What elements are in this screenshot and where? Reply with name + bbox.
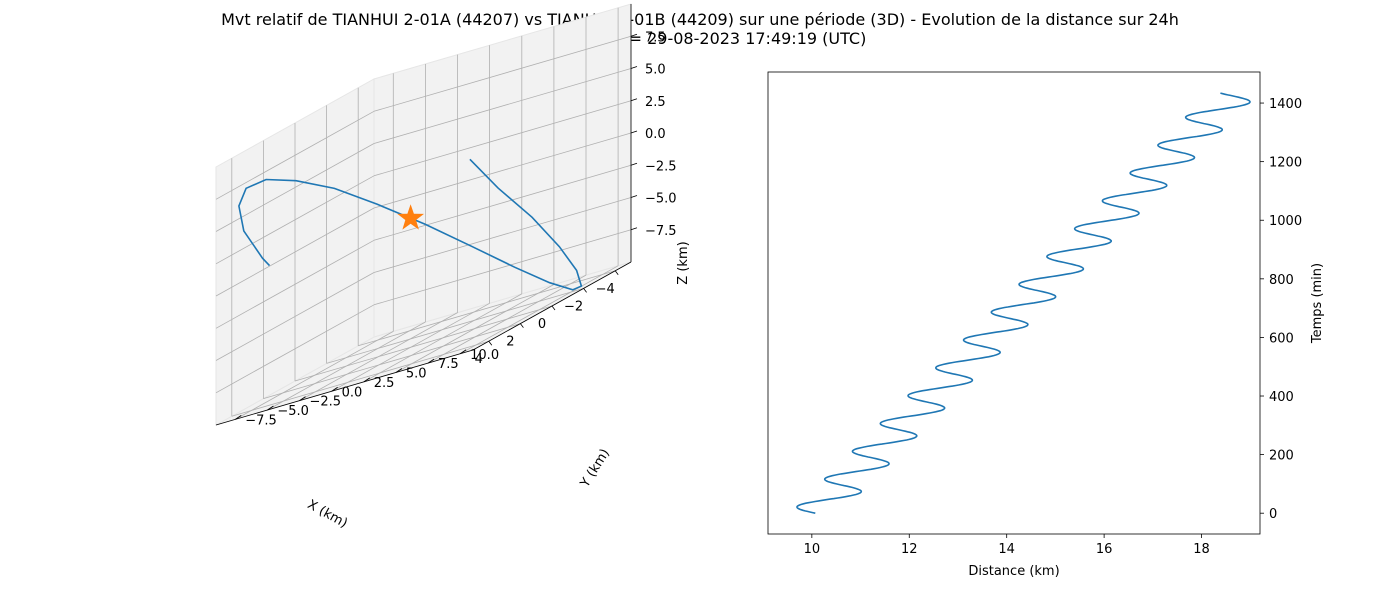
grid-line	[215, 175, 375, 265]
y-tick-label: 600	[1269, 331, 1294, 346]
grid-line	[294, 305, 553, 382]
x-tick	[614, 270, 619, 276]
tick-label: 7.5	[438, 357, 459, 372]
z-tick	[630, 162, 638, 166]
grid-line	[373, 35, 632, 112]
y-tick-label: 0	[1269, 507, 1277, 522]
target-star-marker	[397, 204, 424, 230]
y-tick	[363, 377, 370, 383]
plot-frame	[767, 71, 1261, 535]
tick-label: 0.0	[645, 127, 666, 142]
y-tick-label: 800	[1269, 273, 1294, 288]
grid-line	[215, 239, 375, 329]
z-tick	[630, 33, 638, 37]
y-tick-label: 1000	[1269, 214, 1302, 229]
y-tick	[459, 349, 467, 355]
series-relative-orbit	[238, 158, 583, 291]
grid-line	[373, 197, 632, 273]
grid-line	[235, 331, 394, 420]
tick-label: 0.0	[342, 385, 363, 400]
tick-label: −5.0	[645, 192, 677, 207]
x-tick-label: 18	[1193, 542, 1210, 557]
grid-line	[326, 288, 584, 364]
grid-line	[363, 293, 522, 383]
y-tick-label: 1400	[1269, 97, 1302, 112]
tick-label: −2.5	[310, 395, 342, 410]
grid-line	[231, 340, 489, 417]
series-distance	[796, 92, 1251, 514]
x-tick	[520, 323, 524, 328]
tick-label: 2	[506, 335, 514, 350]
grid-line	[215, 272, 375, 361]
y-tick	[331, 386, 338, 392]
grid-line	[215, 207, 375, 297]
tick-label: 0	[538, 317, 546, 332]
grid-line	[215, 110, 375, 200]
z-tick	[630, 227, 638, 231]
plot-3d-orbit: −4−2024−7.5−5.0−2.50.02.55.07.510.07.55.…	[215, 3, 691, 531]
grid-line	[299, 312, 458, 401]
tick-label: −7.5	[245, 413, 277, 428]
grid-line	[373, 132, 632, 209]
grid-line	[267, 321, 426, 411]
tick-label: −2.5	[645, 159, 677, 174]
z-axis-label: Z (km)	[676, 241, 691, 284]
x-axis-label: Distance (km)	[968, 564, 1059, 579]
title-line-1: Mvt relatif de TIANHUI 2-01A (44207) vs …	[221, 10, 1179, 29]
y-tick	[427, 358, 435, 364]
y-tick	[267, 405, 274, 411]
grid-line	[395, 284, 555, 373]
z-tick	[630, 98, 638, 102]
y-tick	[235, 415, 242, 420]
tick-label: 10.0	[470, 348, 499, 363]
z-tick	[630, 130, 638, 134]
x-tick-label: 16	[1096, 542, 1113, 557]
grid-line	[215, 304, 375, 394]
grid-line	[373, 100, 632, 177]
tick-label: 5.0	[406, 367, 427, 382]
grid-line	[373, 68, 632, 144]
y-axis-label: Temps (min)	[1310, 263, 1325, 344]
tick-label: −4	[596, 282, 615, 297]
x-tick-label: 10	[804, 542, 821, 557]
tick-label: 5.0	[645, 63, 666, 78]
x-tick	[583, 288, 587, 293]
x-tick	[551, 305, 556, 311]
y-tick-label: 400	[1269, 390, 1294, 405]
tick-label: −2	[564, 299, 583, 314]
y-axis-label: Y (km)	[577, 446, 613, 491]
tick-label: 7.5	[645, 30, 666, 45]
z-tick	[630, 195, 638, 198]
y-tick-label: 200	[1269, 449, 1294, 464]
grid-line	[263, 323, 521, 399]
y-tick	[299, 396, 306, 401]
grid-line	[427, 274, 587, 364]
x-tick	[488, 340, 493, 346]
grid-line	[215, 143, 375, 232]
y-tick-label: 1200	[1269, 156, 1302, 171]
x-tick-label: 14	[998, 542, 1015, 557]
z-tick	[630, 66, 638, 69]
grid-line	[331, 302, 490, 392]
y-axis-line	[215, 349, 474, 426]
tick-label: 4	[475, 352, 483, 367]
y-tick	[395, 368, 403, 373]
grid-line	[373, 229, 632, 306]
x-tick-label: 12	[901, 542, 918, 557]
grid-line	[358, 270, 616, 347]
plot-distance-time: 10 12 14 16 18 0 200 400 600 800 1000 1200 1400 Dista…	[767, 71, 1325, 579]
grid-line	[459, 265, 619, 355]
x-axis-label: X (km)	[305, 497, 350, 531]
tick-label: 2.5	[374, 376, 395, 391]
tick-label: 2.5	[645, 95, 666, 110]
tick-label: −7.5	[645, 224, 677, 239]
tick-label: −5.0	[277, 404, 309, 419]
